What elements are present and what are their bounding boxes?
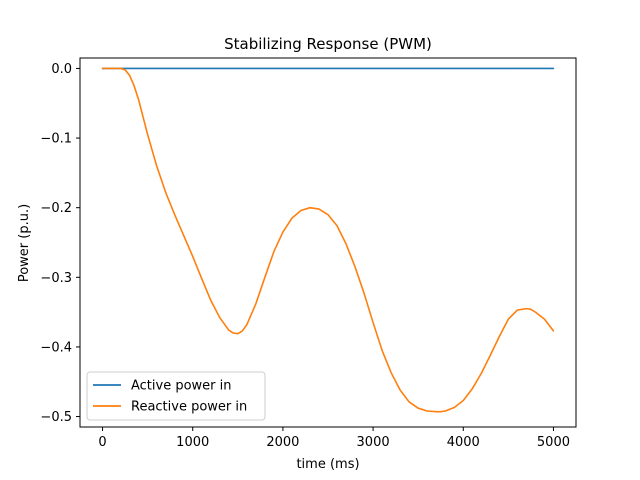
x-tick-label: 2000 — [266, 435, 299, 450]
y-tick-label: −0.5 — [40, 410, 72, 425]
x-tick-label: 3000 — [357, 435, 390, 450]
series-layer — [101, 67, 555, 413]
y-axis-label: Power (p.u.) — [17, 204, 32, 282]
legend-box — [86, 371, 266, 421]
y-tick-label: −0.2 — [40, 201, 72, 216]
y-tick-label: −0.3 — [40, 271, 72, 286]
plot-frame — [79, 57, 577, 428]
x-axis: 0 1000 2000 3000 4000 5000 — [98, 427, 570, 450]
y-axis: 0.0 −0.1 −0.2 −0.3 −0.4 −0.5 — [40, 62, 80, 425]
chart-title: Stabilizing Response (PWM) — [224, 35, 432, 53]
x-tick-label: 4000 — [447, 435, 480, 450]
y-tick-label: −0.1 — [40, 132, 72, 147]
x-tick-label: 1000 — [176, 435, 209, 450]
series-line-2 — [101, 67, 555, 413]
x-tick-label: 5000 — [537, 435, 570, 450]
legend-label-1: Active power in — [131, 379, 232, 394]
x-axis-label: time (ms) — [296, 457, 359, 472]
y-tick-label: −0.4 — [40, 340, 72, 355]
y-tick-label: 0.0 — [51, 62, 72, 77]
legend: Active power in Reactive power in — [86, 371, 266, 421]
x-tick-label: 0 — [98, 435, 106, 450]
legend-label-2: Reactive power in — [131, 400, 247, 415]
